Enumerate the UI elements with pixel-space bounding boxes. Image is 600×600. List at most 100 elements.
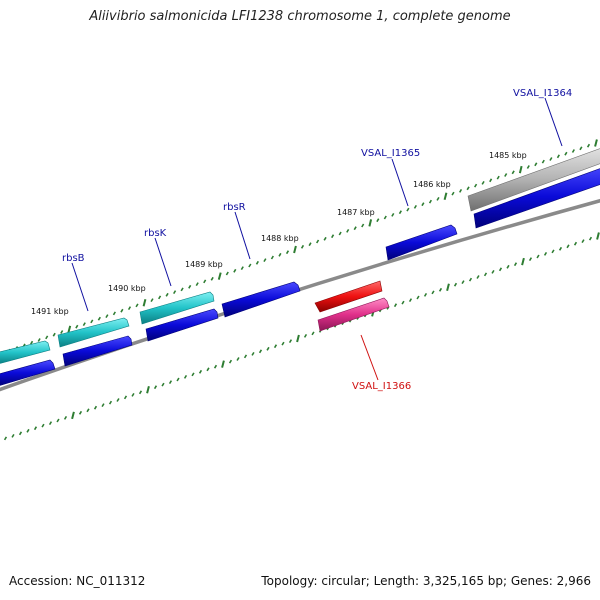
outer-scale-tick [173,290,177,295]
inner-scale-tick [33,426,38,431]
outer-scale-tick [127,306,132,311]
outer-scale-tick [579,146,583,151]
outer-scale-tick [248,263,252,268]
inner-scale-tick [296,334,300,343]
kbp-label-1488: 1488 kbp [261,234,299,243]
outer-scale-tick [300,244,305,249]
outer-scale-tick [60,330,64,334]
topology-text: Topology: circular; Length: 3,325,165 bp… [261,574,591,588]
outer-scale-tick [549,157,553,161]
inner-scale-tick [438,287,443,292]
inner-scale-tick [258,349,263,354]
inner-scale-tick [116,398,120,402]
kbp-label-1487: 1487 kbp [337,208,375,217]
inner-scale-tick [573,241,578,246]
gene-label-VSAL_I1365[interactable]: VSAL_I1365 [361,148,420,159]
leader-VSAL_I1365 [391,158,409,207]
outer-scale-tick [413,204,417,209]
inner-scale-tick [491,269,495,274]
leader-VSAL_I1364 [544,97,563,147]
inner-scale-tick [206,367,210,372]
outer-scale-tick [82,322,86,327]
inner-scale-tick [86,408,90,413]
inner-scale-tick [236,357,240,361]
inner-scale-tick [191,372,195,377]
kbp-label-1491: 1491 kbp [31,307,69,316]
inner-scale-tick [228,359,233,364]
outer-scale-tick [105,314,109,319]
outer-scale-tick [67,325,72,334]
outer-scale-tick [421,202,425,207]
outer-scale-tick [263,258,267,263]
outer-scale-tick [338,231,342,236]
gene-arrow-rbsB[interactable] [57,317,130,348]
outer-scale-tick [556,154,560,159]
gene-features[interactable] [0,145,600,386]
outer-scale-tick [75,324,79,329]
gene-arrow-VSAL_I1365[interactable] [385,224,458,261]
outer-scale-tick [526,165,530,169]
gene-label-VSAL_I1366[interactable]: VSAL_I1366 [352,381,411,392]
kbp-label-1489: 1489 kbp [185,260,223,269]
gene-arrow-VSAL_I1364-gray[interactable] [467,145,600,212]
outer-scale-tick [594,139,598,147]
inner-scale-tick [251,351,255,356]
outer-scale-tick [203,279,207,284]
outer-scale-tick [90,319,94,324]
inner-scale-tick [146,386,150,394]
gene-label-rbsB[interactable]: rbsB [62,253,85,264]
outer-scale-tick [391,212,395,217]
gene-label-rbsR[interactable]: rbsR [223,202,246,213]
inner-scale-tick [41,423,45,428]
inner-scale-tick [93,405,98,410]
outer-scale-tick [52,332,56,337]
outer-scale-tick [158,295,162,300]
gene-arrow-rbsR[interactable] [221,281,301,318]
inner-scale-tick [446,283,450,292]
outer-scale-tick [165,292,169,297]
inner-scale-tick [558,246,563,251]
inner-scale-tick [506,264,510,269]
inner-scale-tick [303,333,308,338]
gene-label-VSAL_I1364[interactable]: VSAL_I1364 [513,88,572,99]
gene-arrow-VSAL_I1366-red[interactable] [314,280,383,313]
gene-label-rbsK[interactable]: rbsK [144,228,167,239]
inner-scale-tick [273,344,278,349]
outer-scale-tick [308,242,312,247]
outer-scale-tick [135,303,139,308]
outer-scale-tick [150,298,154,303]
outer-scale-tick [180,287,184,292]
outer-scale-tick [30,340,34,345]
outer-scale-tick [361,223,365,228]
leader-rbsR [234,211,251,260]
outer-scale-tick [436,196,440,201]
inner-scale-tick [581,239,585,244]
gene-arrow-rbsK-blue[interactable] [145,308,219,342]
inner-scale-tick [18,431,23,436]
kbp-label-1485: 1485 kbp [489,151,527,160]
inner-scale-tick [423,292,428,297]
gene-arrow-rbsB-blue[interactable] [62,335,133,367]
gene-arrow-VSAL_I1366[interactable] [317,297,390,332]
inner-scale-tick [281,341,285,346]
gene-arrow-blue-edge[interactable] [0,359,56,386]
inner-scale-tick [221,360,225,368]
inner-scale-tick [498,267,503,272]
inner-scale-tick [401,300,405,305]
accession-text: Accession: NC_011312 [9,574,146,588]
outer-scale-tick [586,143,591,148]
outer-scale-tick [564,151,568,156]
outer-scale-tick [217,272,222,280]
gene-arrow-rbsK[interactable] [139,291,215,325]
gene-arrow-VSAL_I1364[interactable] [473,165,600,229]
inner-scale-tick [3,436,8,441]
outer-scale-tick [278,252,282,257]
outer-scale-tick [451,191,455,196]
inner-scale-tick [198,369,203,374]
inner-scale-tick [431,290,435,295]
gene-arrow-cyan-edge[interactable] [0,340,51,364]
inner-scale-tick [176,377,180,382]
inner-scale-tick [461,280,465,285]
inner-scale-tick [521,257,525,266]
